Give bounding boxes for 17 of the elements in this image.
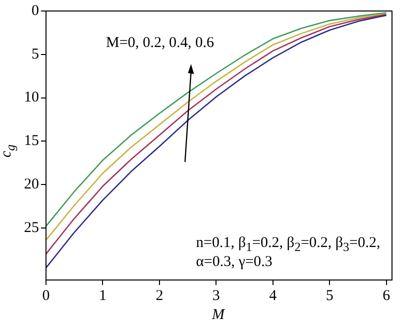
x-tick-label: 1 [98,288,106,304]
y-tick-label: 15 [24,133,39,150]
annotation: M=0, 0.2, 0.4, 0.6 [106,34,214,52]
y-tick-label: 20 [24,176,39,192]
x-tick-label: 4 [269,288,278,304]
annotation: α=0.3, γ=0.3 [196,253,272,271]
x-tick-label: 6 [382,288,391,304]
y-tick-label: 5 [32,46,39,62]
y-tick-label: 10 [24,90,39,106]
x-tick-label: 3 [212,288,220,304]
x-tick-label: 0 [42,288,50,304]
y-tick-label: 25 [24,220,39,236]
x-tick-label: 2 [156,288,164,304]
y-tick-label: 0 [32,2,39,19]
x-tick-label: 5 [326,288,334,304]
annotation: n=0.1, β$_{1}$=0.2, β$_{2}$=0.2, β$_{3}$=0.2, [196,235,380,254]
x-axis-title: M [212,306,224,324]
